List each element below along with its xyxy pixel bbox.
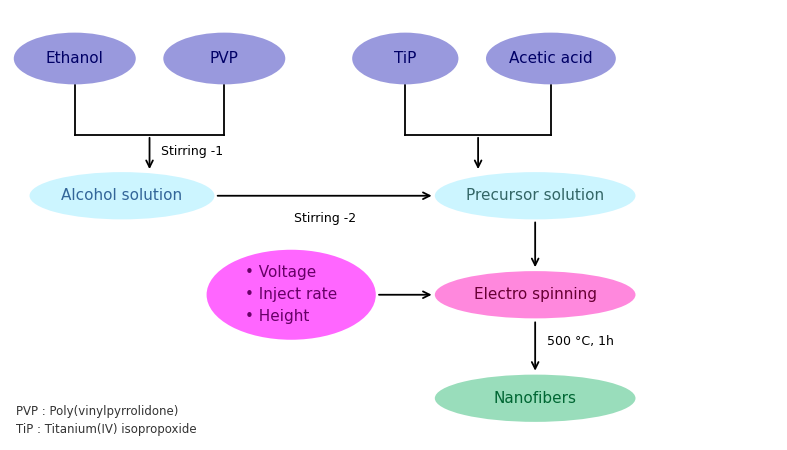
Ellipse shape: [435, 271, 636, 319]
Ellipse shape: [435, 374, 636, 422]
Ellipse shape: [435, 172, 636, 220]
Ellipse shape: [353, 33, 458, 85]
Ellipse shape: [164, 33, 285, 85]
Text: TiP : Titanium(IV) isopropoxide: TiP : Titanium(IV) isopropoxide: [16, 423, 197, 436]
Text: PVP: PVP: [210, 51, 238, 66]
Text: Electro spinning: Electro spinning: [474, 287, 597, 302]
Ellipse shape: [30, 172, 214, 220]
Text: TiP: TiP: [394, 51, 416, 66]
Ellipse shape: [206, 250, 376, 340]
Text: Stirring -1: Stirring -1: [161, 145, 224, 158]
Text: PVP : Poly(vinylpyrrolidone): PVP : Poly(vinylpyrrolidone): [16, 405, 178, 418]
Text: Acetic acid: Acetic acid: [509, 51, 593, 66]
Text: Alcohol solution: Alcohol solution: [61, 188, 183, 203]
Text: Stirring -2: Stirring -2: [294, 212, 356, 225]
Text: 500 °C, 1h: 500 °C, 1h: [547, 336, 614, 348]
Text: • Voltage
• Inject rate
• Height: • Voltage • Inject rate • Height: [245, 265, 338, 324]
Text: Precursor solution: Precursor solution: [466, 188, 604, 203]
Text: Ethanol: Ethanol: [46, 51, 104, 66]
Ellipse shape: [486, 33, 615, 85]
Ellipse shape: [14, 33, 135, 85]
Text: Nanofibers: Nanofibers: [493, 391, 577, 406]
